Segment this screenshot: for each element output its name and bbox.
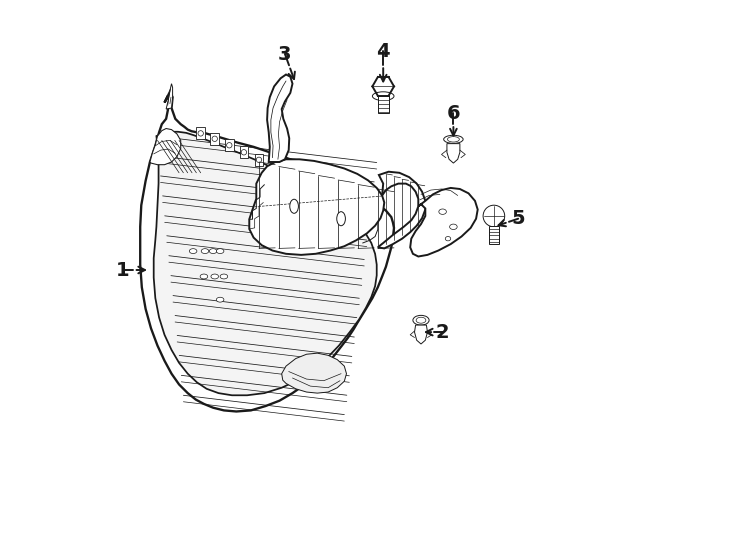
- Polygon shape: [140, 92, 394, 411]
- Circle shape: [341, 221, 346, 227]
- Text: 3: 3: [278, 44, 291, 64]
- Circle shape: [483, 205, 505, 227]
- Text: 4: 4: [377, 42, 390, 61]
- Ellipse shape: [439, 209, 446, 214]
- Circle shape: [227, 143, 232, 148]
- Polygon shape: [300, 182, 309, 194]
- Polygon shape: [378, 172, 425, 248]
- Polygon shape: [285, 172, 294, 184]
- Ellipse shape: [220, 274, 228, 279]
- Ellipse shape: [200, 274, 208, 279]
- Polygon shape: [410, 188, 478, 256]
- Ellipse shape: [209, 248, 217, 253]
- Polygon shape: [166, 84, 172, 109]
- Circle shape: [302, 185, 307, 191]
- Polygon shape: [150, 129, 181, 165]
- Polygon shape: [225, 139, 233, 151]
- Circle shape: [198, 131, 203, 136]
- Polygon shape: [239, 146, 248, 158]
- Polygon shape: [270, 163, 278, 174]
- Ellipse shape: [217, 297, 224, 302]
- Polygon shape: [447, 144, 460, 163]
- Circle shape: [272, 166, 277, 171]
- Ellipse shape: [416, 317, 426, 323]
- Ellipse shape: [372, 92, 394, 100]
- Ellipse shape: [217, 248, 224, 253]
- Polygon shape: [255, 154, 264, 166]
- Ellipse shape: [448, 137, 459, 142]
- Ellipse shape: [189, 248, 197, 253]
- Circle shape: [286, 175, 292, 180]
- Text: 1: 1: [116, 260, 130, 280]
- Polygon shape: [211, 133, 219, 145]
- Polygon shape: [250, 159, 385, 255]
- Polygon shape: [314, 193, 323, 205]
- Polygon shape: [415, 325, 427, 344]
- Text: 2: 2: [436, 322, 449, 342]
- Polygon shape: [327, 205, 335, 217]
- Circle shape: [256, 157, 262, 163]
- Circle shape: [316, 197, 321, 202]
- Ellipse shape: [201, 248, 208, 253]
- Polygon shape: [282, 353, 346, 393]
- Ellipse shape: [413, 315, 429, 325]
- Ellipse shape: [211, 274, 219, 279]
- Polygon shape: [339, 218, 348, 230]
- Ellipse shape: [290, 199, 299, 213]
- Polygon shape: [378, 96, 388, 113]
- Ellipse shape: [443, 135, 463, 143]
- Circle shape: [329, 208, 334, 214]
- Ellipse shape: [446, 237, 451, 241]
- Polygon shape: [197, 127, 205, 139]
- Circle shape: [241, 150, 247, 155]
- Ellipse shape: [450, 224, 457, 230]
- Text: 5: 5: [512, 209, 525, 228]
- Polygon shape: [489, 226, 499, 244]
- Polygon shape: [153, 132, 377, 395]
- Polygon shape: [267, 75, 292, 162]
- Text: 6: 6: [446, 104, 460, 123]
- Circle shape: [212, 136, 217, 141]
- Ellipse shape: [337, 212, 346, 226]
